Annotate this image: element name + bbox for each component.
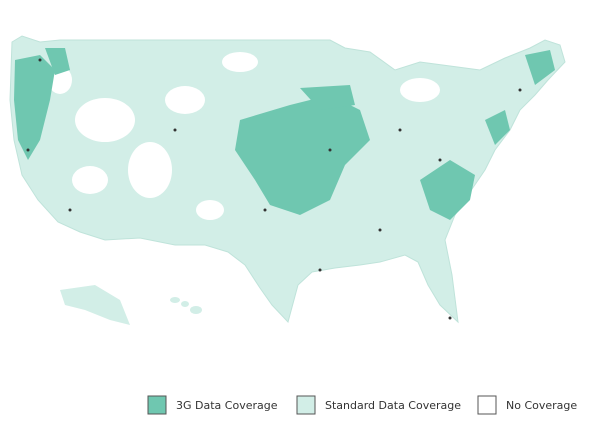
3g-coverage-areas — [14, 48, 555, 220]
city-markers — [26, 58, 522, 320]
hawaii — [170, 297, 202, 314]
legend-label: Standard Data Coverage — [325, 399, 461, 412]
legend-swatch — [147, 395, 167, 415]
legend-label: No Coverage — [506, 399, 577, 412]
legend-swatch — [477, 395, 497, 415]
legend-swatch — [296, 395, 316, 415]
no-coverage-areas — [48, 52, 440, 220]
legend-label: 3G Data Coverage — [176, 399, 278, 412]
legend: 3G Data Coverage Standard Data Coverage No… — [147, 395, 577, 415]
alaska — [60, 285, 130, 325]
